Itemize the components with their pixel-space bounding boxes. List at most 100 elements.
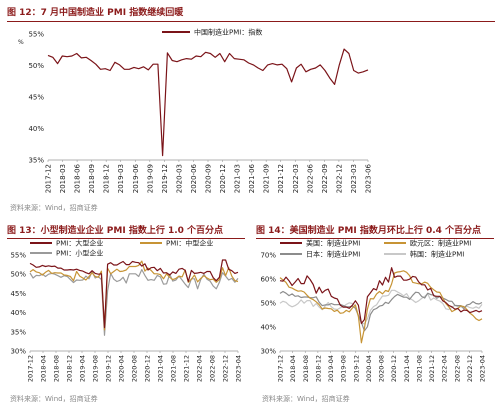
x-tick-label: 2022-04 [441,355,449,382]
series-line [29,269,239,336]
y-tick-label: 35% [10,328,26,336]
y-tick-label: 60% [260,276,276,284]
figure-12-source: 资料来源：Wind，招商证券 [10,204,98,212]
x-tick-label: 2023-03 [350,164,358,193]
y-tick-label: 30% [260,348,276,356]
legend-label: 韩国：制造业PMI [410,250,464,259]
x-tick-label: 2021-12 [277,164,285,193]
x-tick-label: 2022-06 [306,163,314,193]
x-tick-label: 2021-06 [248,163,256,193]
y-axis-unit: % [18,39,24,46]
x-tick-label: 2021-04 [403,355,411,382]
x-tick-label: 2023-06 [365,163,373,193]
legend-label: 中国制造业PMI：指数 [194,28,262,37]
y-tick-label: 50% [260,300,276,308]
series-line [279,290,483,332]
x-tick-label: 2021-04 [157,355,165,382]
x-tick-label: 2018-12 [314,355,322,382]
y-tick-label: 55% [28,31,44,39]
x-tick-label: 2020-12 [390,355,398,382]
x-tick-label: 2022-08 [453,355,461,382]
x-tick-label: 2017-12 [27,355,35,382]
y-tick-label: 30% [10,348,26,356]
x-tick-label: 2022-03 [292,164,300,193]
legend-label: PMI：中型企业 [166,239,213,248]
figure-14-rule [256,238,494,239]
chart-f13: 55% 50% 45% 40% 35% 30%2017-12 2018-04 2018-08 2… [10,239,242,383]
x-tick-label: 2019-08 [340,355,348,382]
x-tick-label: 2018-12 [66,355,74,382]
x-tick-label: 2019-08 [92,355,100,382]
x-tick-label: 2018-08 [53,355,61,382]
legend-label: 欧元区：制造业PMI [410,239,471,248]
legend-label: 日本：制造业PMI [306,250,360,259]
x-tick-label: 2023-04 [479,355,487,382]
x-tick-label: 2020-06 [190,163,198,193]
y-tick-label: 50% [10,271,26,279]
x-tick-label: 2021-03 [234,164,242,193]
x-tick-label: 2018-08 [302,355,310,382]
x-tick-label: 2020-03 [175,164,183,193]
y-tick-label: 55% [10,252,26,260]
x-tick-label: 2019-12 [352,355,360,382]
x-tick-label: 2022-04 [196,355,204,382]
series-line [279,270,483,344]
chart-f14: 70% 60% 50% 40% 30%2017-12 2018-04 2018-08 2018… [260,239,486,383]
y-tick-label: 40% [28,125,44,133]
x-tick-label: 2020-09 [205,164,213,193]
x-tick-label: 2020-12 [219,164,227,193]
x-tick-label: 2018-09 [88,164,96,193]
x-tick-label: 2019-04 [79,355,87,382]
x-tick-label: 2020-12 [144,355,152,382]
x-tick-label: 2020-04 [365,355,373,382]
x-tick-label: 2019-04 [327,355,335,382]
figure-13-title: 图 13：小型制造业企业 PMI 指数上行 1.0 个百分点 [7,226,224,236]
x-tick-label: 2018-12 [103,164,111,193]
x-tick-label: 2018-06 [74,163,82,193]
series-line [279,289,483,325]
x-tick-label: 2023-04 [235,355,243,382]
x-tick-label: 2021-09 [263,164,271,193]
figure-13-rule [7,238,245,239]
x-tick-label: 2019-06 [132,163,140,193]
figure-13-source: 资料来源：Wind，招商证券 [10,395,98,403]
x-tick-label: 2018-03 [59,164,67,193]
x-tick-label: 2020-04 [118,355,126,382]
x-tick-label: 2018-04 [40,355,48,382]
x-tick-label: 2022-12 [222,355,230,382]
figure-14-source: 资料来源：Wind，招商证券 [262,395,350,403]
x-tick-label: 2019-09 [146,164,154,193]
x-tick-label: 2021-12 [428,355,436,382]
x-tick-label: 2021-12 [183,355,191,382]
series-line [47,48,369,157]
x-tick-label: 2022-08 [209,355,217,382]
y-tick-label: 50% [28,62,44,70]
series-line [29,260,239,331]
chart-f12: 55% 50% 45% 40% 35%% 2017-12 2018-03 2018-06 201… [18,28,373,194]
legend-label: PMI：小型企业 [56,249,103,258]
x-tick-label: 2019-03 [117,164,125,193]
x-tick-label: 2020-08 [378,355,386,382]
series-line [29,259,239,329]
y-tick-label: 70% [260,252,276,260]
y-tick-label: 40% [10,309,26,317]
series-line [279,267,483,324]
x-tick-label: 2022-12 [466,355,474,382]
x-tick-label: 2018-04 [289,355,297,382]
y-tick-label: 45% [10,290,26,298]
x-tick-label: 2020-08 [131,355,139,382]
x-tick-label: 2017-12 [45,164,53,193]
x-tick-label: 2017-12 [277,355,285,382]
figure-12-rule [7,21,495,22]
x-tick-label: 2021-08 [170,355,178,382]
x-tick-label: 2019-12 [161,164,169,193]
legend-label: PMI：大型企业 [56,239,103,248]
x-tick-label: 2021-08 [415,355,423,382]
y-tick-label: 35% [28,157,44,165]
legend-label: 美国：制造业PMI [306,239,360,248]
y-tick-label: 45% [28,94,44,102]
x-tick-label: 2022-12 [335,164,343,193]
figure-14-title: 图 14：美国制造业 PMI 指数月环比上行 0.4 个百分点 [256,226,482,236]
y-tick-label: 40% [260,324,276,332]
